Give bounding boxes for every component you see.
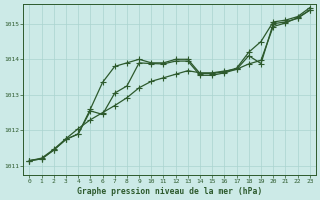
X-axis label: Graphe pression niveau de la mer (hPa): Graphe pression niveau de la mer (hPa) — [77, 187, 262, 196]
